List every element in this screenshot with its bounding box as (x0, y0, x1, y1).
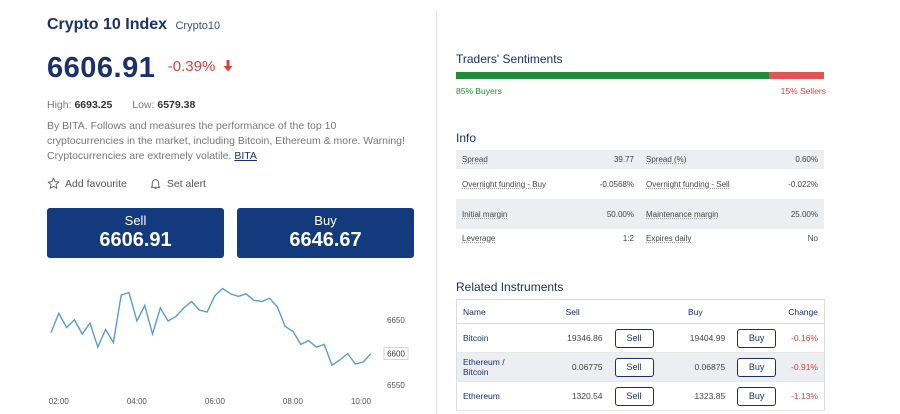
instrument-name[interactable]: Ethereum (456, 381, 537, 411)
sell-button-label: Sell (124, 213, 147, 228)
info-key: Leverage (462, 234, 496, 243)
instrument-title: Crypto 10 Index (47, 16, 168, 33)
sentiment-bar (456, 72, 824, 79)
price-change: -0.39% (167, 58, 216, 75)
info-value: 25.00% (750, 199, 824, 229)
info-value: 39.77 (566, 150, 640, 169)
instrument-panel: Crypto 10 Index Crypto10 6606.91 -0.39% … (47, 0, 415, 414)
buy-price: 1323.85 (659, 381, 732, 411)
info-value: -0.0568% (599, 179, 634, 189)
x-tick-label: 02:00 (49, 397, 70, 406)
x-tick-label: 08:00 (283, 397, 304, 406)
info-value: 0.60% (750, 150, 824, 169)
table-row[interactable]: Ethereum / Bitcoin 0.06775 Sell 0.06875 … (456, 352, 825, 382)
buy-button-label: Buy (314, 213, 337, 228)
info-title: Info (456, 131, 477, 145)
price-row: 6606.91 -0.39% (47, 52, 233, 85)
info-key: Initial margin (456, 199, 566, 229)
related-instruments-table: Name Sell Buy Change Bitcoin 19346.86 Se… (456, 299, 825, 411)
row-sell-button[interactable]: Sell (614, 357, 654, 377)
row-buy-button[interactable]: Buy (737, 328, 777, 348)
related-title: Related Instruments (456, 280, 564, 294)
change-value: -1.13% (782, 381, 825, 411)
x-tick-label: 06:00 (205, 397, 226, 406)
high-low: High: 6693.25 Low: 6579.38 (47, 99, 195, 111)
row-buy-button[interactable]: Buy (737, 357, 777, 377)
bita-link[interactable]: BITA (234, 150, 257, 162)
price-chart-svg: 66506600655002:0004:0006:0008:0010:00660… (49, 287, 409, 406)
sell-button[interactable]: Sell 6606.91 (47, 208, 224, 258)
info-value: 1:2 (622, 234, 634, 243)
sentiment-buyers-label: 85% Buyers (456, 86, 502, 96)
set-alert-button[interactable]: Set alert (149, 177, 206, 190)
table-row[interactable]: Ethereum 1320.54 Sell 1323.85 Buy -1.13% (456, 381, 825, 411)
title-row: Crypto 10 Index Crypto10 (47, 16, 220, 34)
bell-icon (150, 179, 161, 189)
info-row: Leverage 1:2 Expires daily No (456, 229, 824, 248)
y-tick-label: 6550 (387, 381, 405, 390)
info-key: Spread (456, 150, 566, 169)
info-value: -0.022% (788, 179, 818, 189)
high-value: 6693.25 (74, 99, 113, 111)
price-chart: 66506600655002:0004:0006:0008:0010:00660… (47, 278, 415, 412)
high-label: High: (47, 99, 72, 111)
row-buy-button[interactable]: Buy (737, 386, 777, 406)
info-key: Overnight funding - Buy (462, 179, 547, 189)
y-tick-label: 6650 (387, 316, 405, 325)
details-panel: Traders' Sentiments 85% Buyers 15% Selle… (456, 0, 826, 414)
low-value: 6579.38 (157, 99, 196, 111)
info-row: Initial margin 50.00% Maintenance margin… (456, 199, 824, 229)
column-divider (436, 10, 437, 414)
add-favourite-label: Add favourite (65, 177, 127, 190)
low-label: Low: (132, 99, 155, 111)
set-alert-label: Set alert (166, 177, 206, 190)
info-value: No (807, 234, 818, 243)
buy-button-price: 6646.67 (289, 229, 362, 251)
sentiments-title: Traders' Sentiments (456, 52, 563, 66)
current-price-label: 6600 (387, 350, 405, 359)
info-key: Maintenance margin (640, 199, 750, 229)
description-text: By BITA. Follows and measures the perfor… (47, 120, 405, 162)
column-header-change: Change (782, 299, 825, 324)
sell-price: 1320.54 (536, 381, 609, 411)
info-row: Overnight funding - Buy -0.0568% Overnig… (456, 169, 824, 199)
instrument-ticker: Crypto10 (175, 20, 221, 32)
column-header-buy: Buy (659, 299, 732, 324)
instrument-name[interactable]: Bitcoin (456, 323, 537, 353)
instrument-name[interactable]: Ethereum / Bitcoin (456, 352, 537, 382)
change-value: -0.91% (782, 352, 825, 382)
table-header-row: Name Sell Buy Change (456, 299, 825, 324)
star-icon (47, 177, 60, 189)
price-series-line (50, 287, 372, 367)
buy-button[interactable]: Buy 6646.67 (237, 208, 414, 258)
current-price: 6606.91 (47, 52, 156, 84)
buy-price: 0.06875 (659, 352, 732, 382)
row-sell-button[interactable]: Sell (614, 328, 654, 348)
arrow-down-icon (223, 59, 233, 77)
sell-price: 19346.86 (536, 323, 609, 353)
sell-button-price: 6606.91 (99, 229, 172, 251)
info-table: Spread 39.77 Spread (%) 0.60% Overnight … (456, 150, 824, 248)
sentiment-buyers-fill (456, 72, 769, 79)
info-key: Spread (%) (640, 150, 750, 169)
table-row[interactable]: Bitcoin 19346.86 Sell 19404.99 Buy -0.16… (456, 323, 825, 353)
x-tick-label: 10:00 (351, 397, 372, 406)
instrument-description: By BITA. Follows and measures the perfor… (47, 119, 415, 164)
info-row: Spread 39.77 Spread (%) 0.60% (456, 150, 824, 169)
info-value: 50.00% (566, 199, 640, 229)
sentiment-sellers-label: 15% Sellers (780, 86, 826, 96)
change-value: -0.16% (782, 323, 825, 353)
info-key: Overnight funding - Sell (646, 179, 730, 189)
buy-price: 19404.99 (659, 323, 732, 353)
add-favourite-button[interactable]: Add favourite (47, 177, 127, 190)
sell-price: 0.06775 (536, 352, 609, 382)
action-bar: Add favourite Set alert (47, 177, 228, 190)
row-sell-button[interactable]: Sell (614, 386, 654, 406)
column-header-sell: Sell (536, 299, 609, 324)
info-key: Expires daily (646, 234, 692, 243)
x-tick-label: 04:00 (127, 397, 148, 406)
column-header-name: Name (456, 299, 537, 324)
current-price-tag: 6600 (383, 347, 409, 360)
